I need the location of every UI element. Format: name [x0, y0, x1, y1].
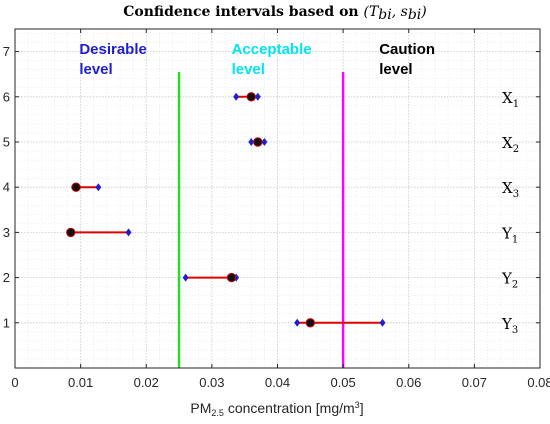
x-axis-label-prefix: PM [190, 400, 211, 416]
row-label: Y3 [501, 315, 518, 336]
grid-lines [15, 29, 540, 368]
x-tick-label: 0.04 [265, 375, 290, 390]
row-label-subscript: 2 [512, 280, 518, 291]
zone-labels: Desirable level Acceptable level Caution leve… [79, 41, 435, 78]
zone-label-line: Desirable [79, 41, 147, 58]
row-label-letter: Y [501, 315, 513, 333]
x-axis-label-sub: 2.5 [211, 408, 224, 418]
y-tick-label: 3 [3, 225, 10, 240]
x-axis-label-suffix: ] [360, 400, 364, 416]
zone-label-line: level [79, 61, 112, 78]
chart-title-math: (T [363, 4, 379, 20]
zone-label-3: Caution level [379, 41, 435, 78]
x-axis-label-sup: 3 [355, 400, 360, 410]
x-tick-label: 0.02 [134, 375, 159, 390]
row-label-letter: X [502, 134, 513, 152]
chart-title-prefix: Confidence intervals based on [123, 4, 363, 20]
chart-title-sub1: bi [378, 7, 391, 23]
estimate-marker [246, 92, 256, 102]
y-axis-ticks: 1 2 3 4 5 6 7 [3, 44, 540, 330]
zone-label-1: Desirable level [79, 41, 147, 78]
zone-label-line: Acceptable [232, 41, 312, 58]
row-label: X1 [502, 89, 519, 110]
row-label-subscript: 1 [512, 234, 518, 245]
row-label-letter: X [502, 179, 513, 197]
x-tick-label: 0.08 [527, 375, 550, 390]
row-label-subscript: 3 [513, 189, 519, 200]
row-label: X3 [502, 179, 519, 200]
estimate-marker [305, 318, 316, 328]
interval-upper-marker [95, 183, 102, 192]
x-tick-label: 0.05 [330, 375, 355, 390]
row-label-letter: Y [501, 224, 513, 242]
row-label: X2 [502, 134, 519, 155]
interval-lower-marker [182, 273, 189, 282]
interval-upper-marker [261, 138, 268, 146]
interval-lower-marker [248, 138, 255, 146]
estimate-marker [71, 182, 81, 192]
row-label-subscript: 1 [513, 99, 519, 110]
x-axis-label-middle: concentration [mg/m [224, 400, 355, 416]
interval-lower-marker [294, 318, 301, 327]
y-tick-label: 4 [3, 180, 10, 195]
row-label-letter: X [502, 89, 513, 107]
x-axis-label: PM2.5 concentration [mg/m3] [190, 400, 363, 418]
y-tick-label: 2 [3, 270, 10, 285]
chart-title-sub2: bi [408, 7, 421, 23]
interval-lower-marker [233, 92, 240, 101]
y-tick-label: 6 [3, 89, 10, 104]
chart-title-sep: , s [392, 4, 408, 20]
row-label: Y2 [501, 270, 518, 291]
x-tick-label: 0.01 [68, 375, 93, 390]
x-tick-label: 0.06 [396, 375, 421, 390]
zone-label-line: level [379, 61, 412, 78]
chart-title-close: ) [420, 4, 426, 20]
interval-upper-marker [125, 228, 132, 237]
x-tick-label: 0.07 [462, 375, 487, 390]
row-label: Y1 [501, 224, 518, 245]
interval-upper-marker [254, 92, 261, 101]
zone-label-2: Acceptable level [232, 41, 312, 78]
estimate-marker [66, 227, 76, 238]
row-label-subscript: 2 [513, 144, 519, 155]
x-tick-label: 0.03 [199, 375, 224, 390]
y-tick-label: 5 [3, 135, 10, 150]
y-tick-label: 7 [3, 44, 10, 59]
x-axis-ticks: 0 0.01 0.02 0.03 0.04 0.05 0.06 0.07 0.08 [11, 29, 550, 390]
row-label-subscript: 3 [512, 325, 518, 336]
zone-label-line: Caution [379, 41, 435, 58]
chart-title: Confidence intervals based on (Tbi, sbi) [123, 4, 427, 23]
confidence-intervals [66, 92, 386, 328]
x-tick-label: 0 [11, 375, 18, 390]
threshold-lines [177, 71, 345, 368]
interval-upper-marker [379, 318, 386, 327]
y-tick-label: 1 [3, 315, 10, 330]
estimate-marker [226, 272, 237, 283]
zone-label-line: level [232, 61, 265, 78]
row-label-letter: Y [501, 270, 513, 288]
estimate-marker [253, 137, 263, 147]
